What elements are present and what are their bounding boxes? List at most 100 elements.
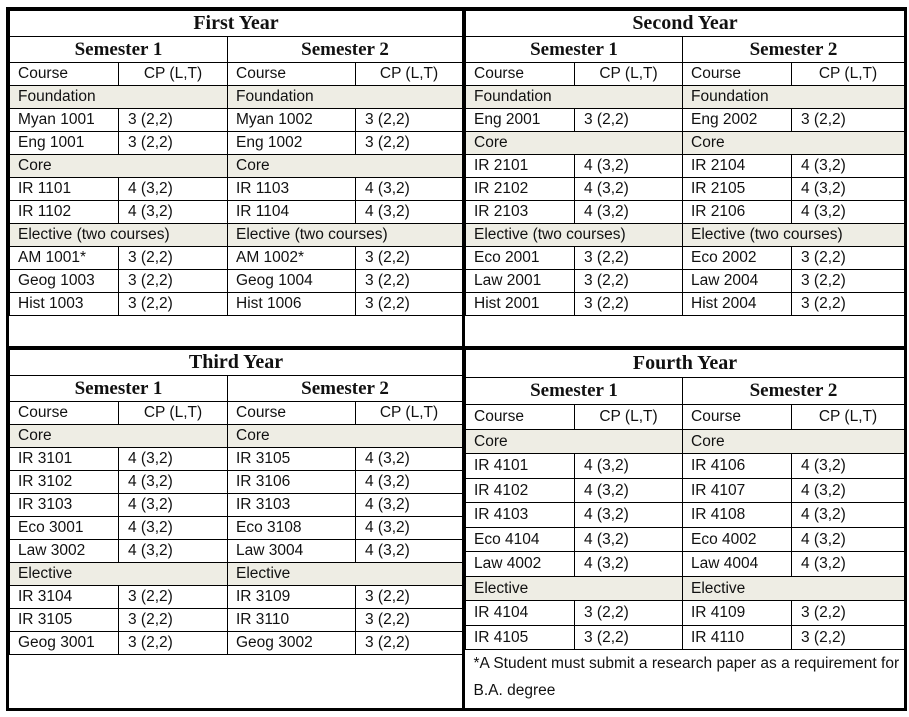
- credit-points: 3 (2,2): [118, 631, 228, 655]
- course-row: Elective Elective: [465, 575, 904, 602]
- course-row: IR 4104 3 (2,2) IR 4109 3 (2,2): [465, 600, 904, 626]
- filler: [9, 654, 462, 708]
- course-code: IR 1103: [227, 177, 356, 201]
- column-header: Course: [682, 404, 792, 430]
- credit-points: 4 (3,2): [354, 177, 462, 201]
- semester-title-row: Semester 1 Semester 2: [465, 36, 904, 63]
- credit-points: 3 (2,2): [354, 292, 462, 316]
- course-code: Myan 1002: [227, 108, 356, 132]
- filler-row: [465, 315, 904, 346]
- column-header: Course: [465, 62, 575, 86]
- course-code: Eco 4002: [682, 526, 792, 553]
- course-code: Eng 1001: [9, 131, 119, 155]
- section-label: Elective (two courses): [9, 223, 228, 247]
- column-header-row: Course CP (L,T) Course CP (L,T): [465, 404, 904, 430]
- course-code: Eco 3108: [227, 516, 356, 540]
- credit-points: 3 (2,2): [574, 246, 683, 270]
- credit-points: 4 (3,2): [354, 470, 462, 494]
- course-row: IR 4105 3 (2,2) IR 4110 3 (2,2): [465, 624, 904, 651]
- course-code: IR 3110: [227, 608, 356, 632]
- course-row: Hist 1003 3 (2,2) Hist 1006 3 (2,2): [9, 292, 462, 316]
- credit-points: 4 (3,2): [791, 526, 904, 553]
- section-label: Elective (two courses): [465, 223, 683, 247]
- credit-points: 4 (3,2): [574, 453, 683, 479]
- course-code: IR 3104: [9, 585, 119, 609]
- semester-title-row: Semester 1 Semester 2: [9, 36, 462, 63]
- course-row: Foundation Foundation: [465, 85, 904, 109]
- credit-points: 4 (3,2): [574, 502, 683, 528]
- year-title: Second Year: [465, 10, 904, 37]
- course-code: AM 1001*: [9, 246, 119, 270]
- course-code: Eco 3001: [9, 516, 119, 540]
- course-row: IR 3103 4 (3,2) IR 3103 4 (3,2): [9, 493, 462, 517]
- course-code: IR 4106: [682, 453, 792, 479]
- year-table: Second Year Semester 1 Semester 2 Course CP …: [465, 10, 904, 346]
- section-label: Elective: [682, 575, 904, 602]
- semester-title: Semester 1: [465, 376, 683, 406]
- course-row: Hist 2001 3 (2,2) Hist 2004 3 (2,2): [465, 292, 904, 316]
- year-table: Third Year Semester 1 Semester 2 Course CP (…: [9, 349, 462, 708]
- credit-points: 3 (2,2): [574, 269, 683, 293]
- credit-points: 3 (2,2): [574, 292, 683, 316]
- credit-points: 4 (3,2): [791, 200, 904, 224]
- course-code: Hist 1006: [227, 292, 356, 316]
- column-header: Course: [227, 62, 356, 86]
- credit-points: 3 (2,2): [118, 108, 228, 132]
- credit-points: 3 (2,2): [118, 292, 228, 316]
- credit-points: 4 (3,2): [354, 493, 462, 517]
- column-header: CP (L,T): [118, 62, 228, 86]
- course-row: IR 4102 4 (3,2) IR 4107 4 (3,2): [465, 477, 904, 504]
- column-header: Course: [465, 404, 575, 430]
- course-code: Eco 4104: [465, 526, 575, 553]
- credit-points: 3 (2,2): [118, 246, 228, 270]
- course-code: IR 2106: [682, 200, 792, 224]
- semester-title: Semester 2: [226, 36, 462, 63]
- course-row: Elective Elective: [9, 562, 462, 586]
- course-row: IR 3101 4 (3,2) IR 3105 4 (3,2): [9, 447, 462, 471]
- credit-points: 4 (3,2): [354, 516, 462, 540]
- credit-points: 4 (3,2): [118, 516, 228, 540]
- course-row: IR 4101 4 (3,2) IR 4106 4 (3,2): [465, 453, 904, 479]
- semester-title: Semester 1: [9, 36, 228, 63]
- credit-points: 3 (2,2): [791, 624, 904, 651]
- course-code: Eco 2001: [465, 246, 575, 270]
- credit-points: 3 (2,2): [354, 246, 462, 270]
- course-row: Core Core: [465, 131, 904, 155]
- course-row: IR 2103 4 (3,2) IR 2106 4 (3,2): [465, 200, 904, 224]
- section-label: Core: [9, 154, 228, 178]
- course-code: IR 2102: [465, 177, 575, 201]
- course-code: Geog 3001: [9, 631, 119, 655]
- course-code: IR 3109: [227, 585, 356, 609]
- course-row: Eng 2001 3 (2,2) Eng 2002 3 (2,2): [465, 108, 904, 132]
- course-row: IR 1101 4 (3,2) IR 1103 4 (3,2): [9, 177, 462, 201]
- filler: [9, 315, 462, 346]
- curriculum-sheet: First Year Semester 1 Semester 2 Course CP (…: [6, 7, 907, 711]
- year-title-row: Fourth Year: [465, 349, 904, 378]
- credit-points: 4 (3,2): [791, 502, 904, 528]
- table-body: Third Year Semester 1 Semester 2 Course CP (…: [9, 349, 462, 708]
- course-row: IR 2102 4 (3,2) IR 2105 4 (3,2): [465, 177, 904, 201]
- course-row: Eco 4104 4 (3,2) Eco 4002 4 (3,2): [465, 526, 904, 553]
- section-label: Core: [682, 428, 904, 455]
- credit-points: 3 (2,2): [118, 269, 228, 293]
- course-code: Hist 1003: [9, 292, 119, 316]
- credit-points: 3 (2,2): [354, 585, 462, 609]
- course-code: Law 3002: [9, 539, 119, 563]
- year-block: Fourth Year Semester 1 Semester 2 Course CP …: [465, 349, 904, 708]
- course-row: IR 2101 4 (3,2) IR 2104 4 (3,2): [465, 154, 904, 178]
- course-code: IR 3101: [9, 447, 119, 471]
- course-code: IR 4102: [465, 477, 575, 504]
- credit-points: 4 (3,2): [118, 200, 228, 224]
- course-row: AM 1001* 3 (2,2) AM 1002* 3 (2,2): [9, 246, 462, 270]
- section-label: Core: [226, 154, 462, 178]
- course-code: IR 3102: [9, 470, 119, 494]
- course-code: IR 4104: [465, 600, 575, 626]
- course-code: IR 3103: [9, 493, 119, 517]
- credit-points: 4 (3,2): [791, 177, 904, 201]
- credit-points: 4 (3,2): [118, 493, 228, 517]
- course-code: IR 1104: [227, 200, 356, 224]
- section-label: Elective (two courses): [226, 223, 462, 247]
- credit-points: 3 (2,2): [791, 600, 904, 626]
- column-header: CP (L,T): [574, 404, 683, 430]
